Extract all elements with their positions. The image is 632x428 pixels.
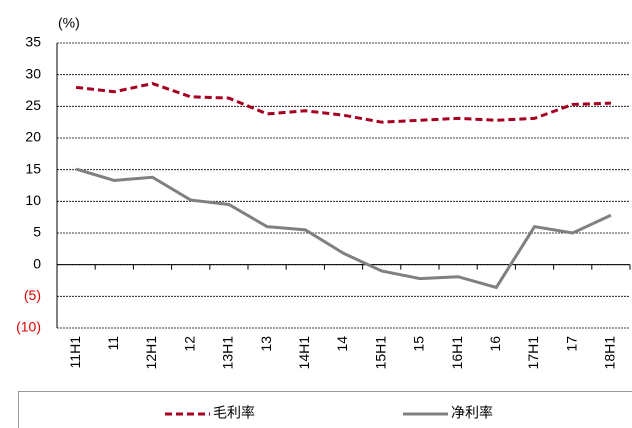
y-tick-label: 30 <box>25 65 41 81</box>
y-tick-label: 20 <box>25 129 41 145</box>
y-tick-label: 35 <box>25 34 41 50</box>
legend-box <box>18 391 632 428</box>
x-tick-label: 12 <box>181 336 197 352</box>
x-tick-label: 12H1 <box>143 336 159 370</box>
x-tick-label: 13H1 <box>220 336 236 370</box>
line-series <box>75 167 612 290</box>
x-tick-label: 18H1 <box>602 336 618 370</box>
legend-label: 净利率 <box>451 405 493 421</box>
line-series <box>75 81 611 124</box>
y-tick-label: (10) <box>16 319 41 335</box>
x-tick-label: 14H1 <box>296 336 312 370</box>
x-tick-label: 15 <box>411 336 427 352</box>
y-tick-label: 10 <box>25 192 41 208</box>
x-tick-label: 13 <box>258 336 274 352</box>
x-tick-label: 16 <box>487 336 503 352</box>
y-tick-label: 25 <box>25 97 41 113</box>
legend-label: 毛利率 <box>213 405 255 421</box>
x-tick-label: 17H1 <box>525 336 541 370</box>
y-unit-label: (%) <box>58 15 80 31</box>
x-tick-label: 16H1 <box>449 336 465 370</box>
y-tick-label: 15 <box>25 160 41 176</box>
x-tick-label: 15H1 <box>372 336 388 370</box>
y-tick-label: 5 <box>33 224 41 240</box>
y-tick-label: 0 <box>33 255 41 271</box>
x-tick-label: 11 <box>105 336 121 351</box>
x-tick-label: 17 <box>563 336 579 352</box>
x-tick-label: 14 <box>334 336 350 352</box>
y-tick-label: (5) <box>24 287 41 303</box>
x-tick-label: 11H1 <box>67 336 83 369</box>
